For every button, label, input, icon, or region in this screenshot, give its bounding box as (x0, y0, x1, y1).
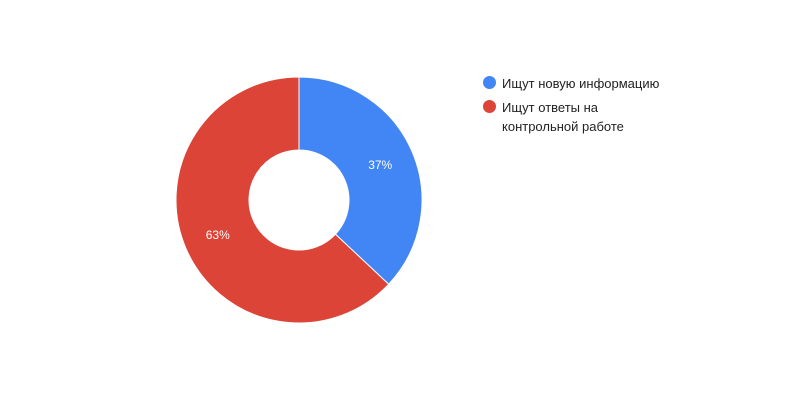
legend-label-new-info: Ищут новую информацию (502, 76, 660, 91)
donut-slice-1[interactable] (175, 76, 390, 324)
donut-slice-label-1: 63% (206, 228, 230, 242)
legend-item-test-answers[interactable]: Ищут ответы на контрольной работе (483, 98, 683, 136)
legend-item-new-info[interactable]: Ищут новую информацию (483, 74, 683, 93)
legend-swatch-new-info (483, 76, 496, 89)
donut-slice-label-0: 37% (368, 158, 392, 172)
chart-legend: Ищут новую информацию Ищут ответы на кон… (483, 74, 683, 141)
legend-label-test-answers: Ищут ответы на контрольной работе (502, 100, 624, 134)
donut-slice-0[interactable] (298, 76, 423, 285)
legend-swatch-test-answers (483, 100, 496, 113)
